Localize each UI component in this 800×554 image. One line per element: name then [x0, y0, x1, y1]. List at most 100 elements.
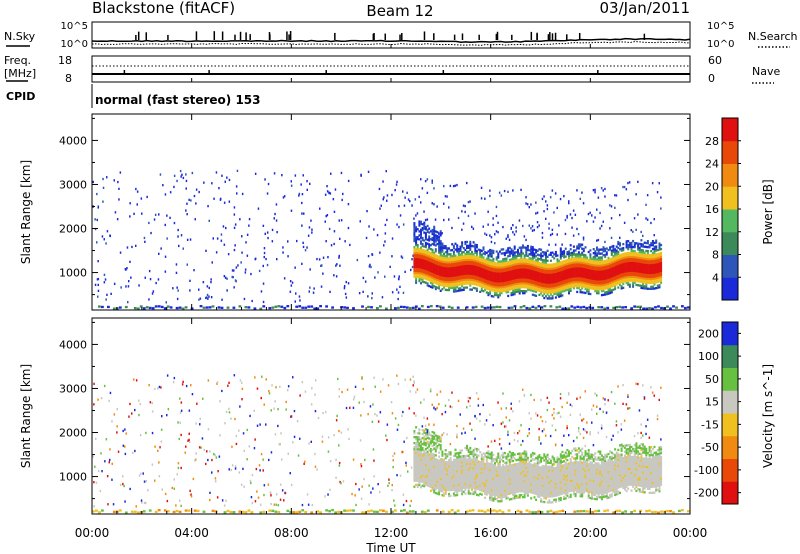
range-gate-cell — [474, 265, 477, 268]
range-gate-cell — [423, 265, 426, 268]
range-gate-cell — [433, 237, 436, 240]
range-gate-cell — [424, 271, 427, 274]
range-gate-cell — [465, 306, 469, 309]
range-gate-cell — [523, 270, 526, 273]
range-gate-cell — [658, 268, 661, 271]
range-gate-cell — [471, 274, 473, 277]
range-gate-cell — [209, 450, 211, 453]
range-gate-cell — [423, 275, 426, 278]
range-gate-cell — [640, 278, 643, 281]
range-gate-cell — [462, 258, 465, 262]
range-gate-cell — [466, 264, 468, 267]
range-gate-cell — [541, 231, 544, 235]
range-gate-cell — [656, 268, 659, 272]
range-gate-cell — [446, 257, 449, 260]
range-gate-cell — [621, 306, 624, 309]
colorbar-tick-label: 12 — [705, 226, 719, 239]
range-gate-cell — [467, 278, 470, 281]
range-gate-cell — [535, 286, 538, 289]
range-gate-cell — [535, 282, 538, 286]
range-gate-cell — [508, 252, 511, 255]
range-gate-cell — [338, 464, 341, 467]
range-gate-cell — [650, 285, 653, 288]
colorbar-swatch — [722, 140, 738, 164]
range-gate-cell — [368, 503, 370, 506]
range-gate-cell — [249, 479, 252, 483]
range-gate-cell — [614, 256, 617, 259]
range-gate-cell — [646, 259, 649, 263]
range-gate-cell — [650, 277, 653, 281]
range-gate-cell — [559, 285, 562, 288]
range-gate-cell — [454, 280, 457, 283]
range-gate-cell — [523, 278, 526, 281]
range-gate-cell — [568, 260, 570, 263]
range-gate-cell — [328, 191, 330, 195]
range-gate-cell — [444, 261, 447, 264]
range-gate-cell — [480, 261, 483, 264]
range-gate-cell — [295, 305, 299, 308]
range-gate-cell — [415, 273, 418, 276]
range-gate-cell — [424, 273, 427, 276]
range-gate-cell — [571, 263, 574, 266]
range-gate-cell — [490, 259, 493, 262]
range-gate-cell — [454, 270, 457, 273]
range-gate-cell — [418, 273, 421, 277]
range-gate-cell — [421, 429, 424, 432]
range-gate-cell — [658, 182, 660, 185]
range-gate-cell — [420, 278, 422, 281]
range-gate-cell — [572, 234, 575, 237]
range-gate-cell — [556, 272, 559, 275]
range-gate-cell — [173, 478, 175, 481]
range-gate-cell — [426, 264, 429, 267]
range-gate-cell — [482, 266, 485, 269]
range-gate-cell — [464, 272, 467, 275]
range-gate-cell — [505, 271, 508, 274]
range-gate-cell — [576, 271, 579, 274]
range-gate-cell — [98, 511, 101, 514]
range-gate-cell — [549, 265, 552, 268]
range-gate-cell — [531, 511, 535, 514]
range-gate-cell — [185, 173, 187, 176]
range-gate-cell — [420, 272, 422, 275]
range-gate-cell — [540, 274, 543, 277]
range-gate-cell — [610, 275, 613, 278]
range-gate-cell — [597, 252, 600, 255]
range-gate-cell — [579, 279, 582, 282]
range-gate-cell — [525, 202, 527, 205]
range-gate-cell — [508, 288, 511, 291]
range-gate-cell — [563, 271, 566, 275]
range-gate-cell — [480, 269, 483, 272]
range-gate-cell — [428, 255, 431, 258]
range-gate-cell — [604, 273, 607, 276]
range-gate-cell — [428, 237, 431, 240]
range-gate-cell — [551, 297, 554, 300]
range-gate-cell — [625, 252, 628, 255]
range-gate-cell — [429, 479, 432, 482]
range-gate-cell — [660, 253, 663, 257]
range-gate-cell — [607, 292, 610, 295]
range-gate-cell — [627, 257, 630, 261]
range-gate-cell — [144, 240, 146, 243]
range-gate-cell — [602, 293, 605, 296]
range-gate-cell — [169, 306, 173, 309]
range-gate-cell — [571, 279, 574, 282]
range-gate-cell — [428, 432, 430, 435]
range-gate-cell — [467, 258, 470, 261]
range-gate-cell — [345, 280, 347, 284]
range-gate-cell — [234, 244, 236, 247]
range-gate-cell — [548, 287, 551, 290]
range-gate-cell — [399, 214, 402, 217]
range-gate-cell — [556, 276, 559, 279]
range-gate-cell — [415, 451, 418, 455]
range-gate-cell — [610, 253, 613, 256]
range-gate-cell — [651, 247, 654, 251]
range-gate-cell — [436, 460, 439, 464]
range-gate-cell — [523, 272, 526, 275]
range-gate-cell — [505, 291, 508, 294]
range-gate-cell — [452, 250, 455, 254]
range-gate-cell — [428, 257, 431, 260]
range-gate-cell — [482, 284, 485, 287]
range-gate-cell — [338, 254, 340, 258]
range-gate-cell — [424, 434, 427, 437]
range-gate-cell — [538, 293, 541, 296]
